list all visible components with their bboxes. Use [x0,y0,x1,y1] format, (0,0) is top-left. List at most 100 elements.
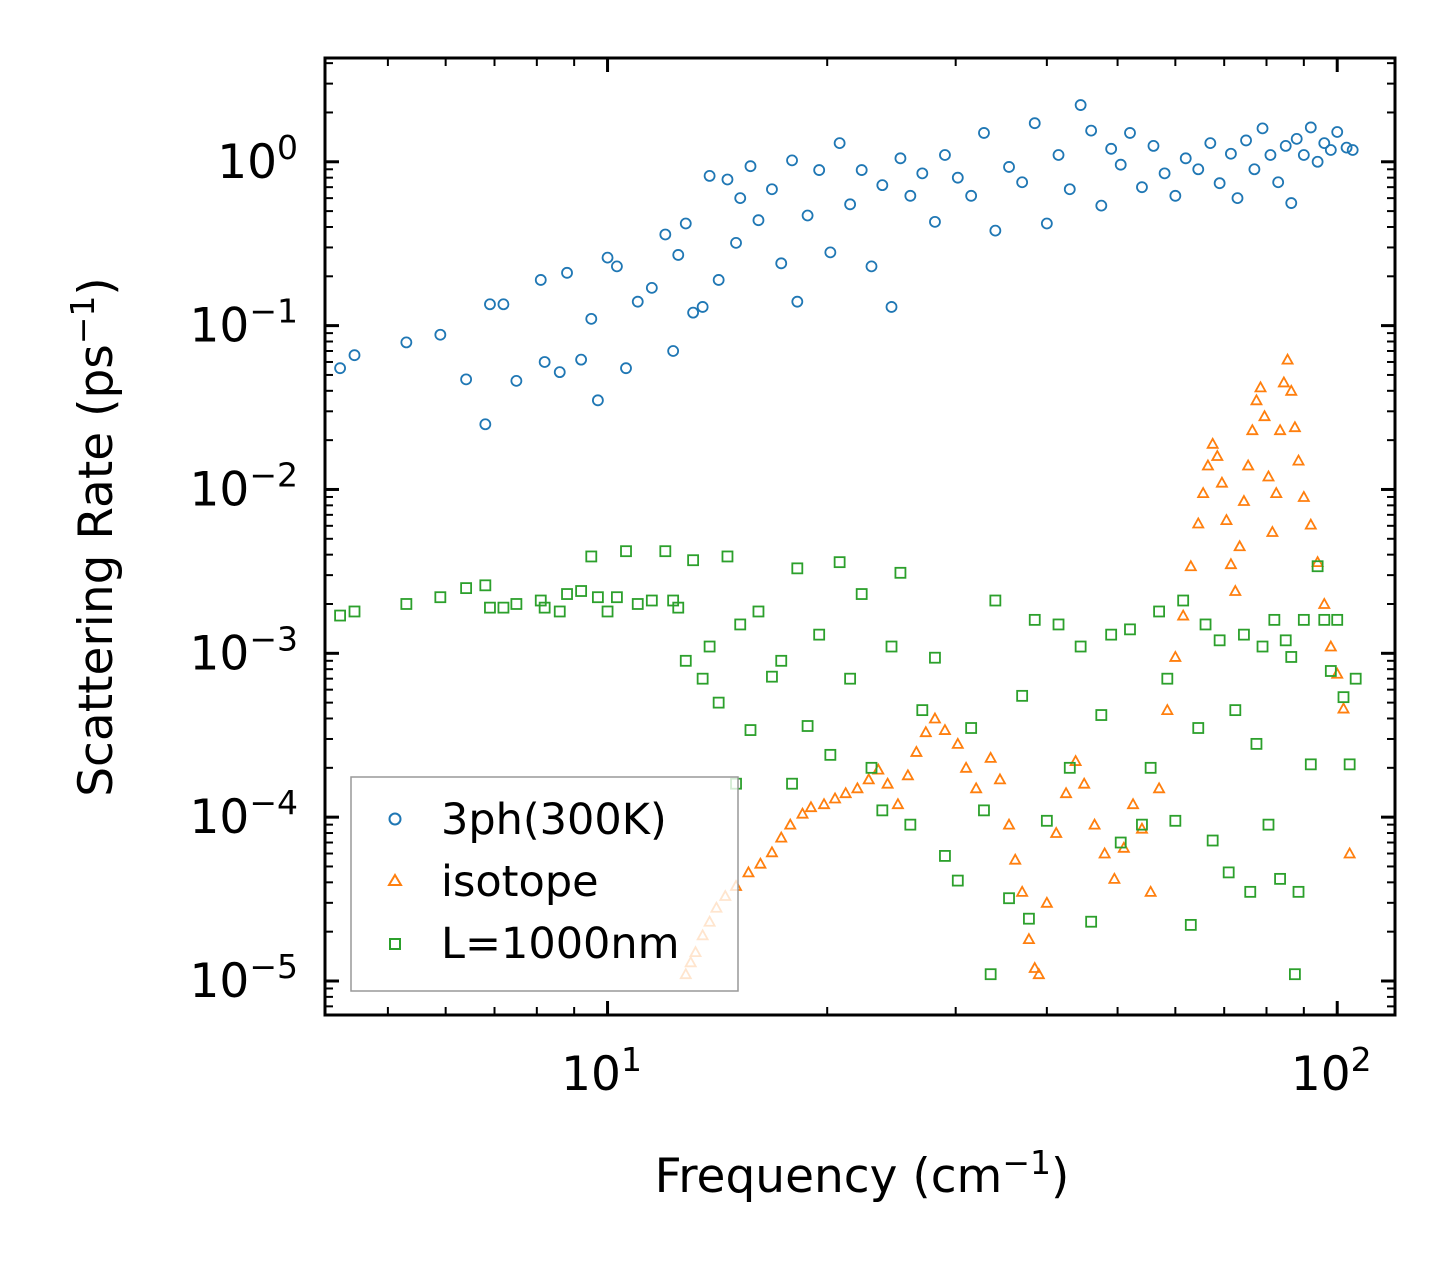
data-point [1248,163,1261,176]
data-point [1124,127,1136,139]
data-point [1206,834,1219,847]
data-point [1213,634,1226,647]
data-point [687,306,700,319]
data-point [801,720,814,732]
data-point [1032,967,1046,980]
data-point [1028,961,1042,973]
data-point [744,160,757,173]
data-point [855,588,868,600]
data-point [1297,613,1310,626]
data-point [1124,623,1136,636]
data-point [876,804,889,817]
data-point [1003,892,1015,905]
legend: 3ph(300K) isotope L=1000nm [350,776,739,992]
data-point [1330,666,1344,679]
data-point [679,217,692,230]
data-point [753,856,767,869]
x-tick-label: 101 [561,1040,642,1102]
data-point [553,366,566,379]
data-point [1088,817,1102,830]
data-point [909,745,923,757]
legend-item-3ph: 3ph(300K) [388,795,667,845]
data-point [1324,665,1337,677]
data-point [783,817,797,830]
data-point [1184,559,1198,572]
data-point [1059,786,1073,799]
data-point [1290,132,1303,145]
data-point [1095,709,1108,721]
data-point [775,654,788,667]
data-point [1147,140,1160,152]
data-point [696,672,709,685]
data-point [1135,821,1149,834]
legend-item-l1000nm: L=1000nm [389,919,680,969]
data-point [1192,722,1205,734]
data-point [1028,613,1041,626]
data-point [497,601,510,614]
data-point [1107,872,1121,884]
data-point [978,804,990,817]
legend-label: isotope [441,857,599,907]
data-points [334,99,1362,981]
data-point [885,301,898,313]
data-point [1249,393,1263,406]
data-point [1285,197,1298,209]
data-point [1022,932,1036,945]
data-point [916,704,929,717]
y-tick-label: 10−5 [190,947,298,1009]
data-point [1184,918,1197,931]
data-point [1343,846,1357,859]
data-point [479,579,492,592]
data-point [1265,525,1279,537]
data-point [744,724,757,736]
data-point [969,781,983,794]
data-point [1331,126,1344,138]
data-point [1161,672,1174,685]
y-tick-label: 10−4 [190,783,298,845]
data-point [575,353,588,366]
data-point [1126,797,1140,810]
data-point [712,274,725,286]
data-point [1240,134,1252,147]
data-point [631,295,644,308]
x-tick-label: 102 [1291,1040,1372,1102]
data-point [434,591,447,604]
data-point [1337,691,1350,704]
data-point [538,601,551,614]
y-tick-labels: 100 10−1 10−2 10−3 10−4 10−5 [190,128,298,1009]
data-point [1272,176,1285,189]
data-point [1206,436,1220,449]
data-point [833,137,846,150]
data-point [993,772,1007,785]
data-point [978,127,990,139]
data-point [1238,628,1250,641]
data-point [951,874,964,887]
data-point [479,418,492,431]
data-point [1052,618,1065,631]
data-point [775,257,788,270]
data-point [672,601,685,614]
data-point [1304,517,1318,530]
plot-border [323,56,1397,1017]
data-point [1040,895,1054,908]
data-point [929,651,941,664]
data-point [1285,651,1298,663]
y-axis-label: Scattering Rate (ps−1) [63,277,124,797]
data-point [1289,968,1301,981]
data-point [1201,458,1215,471]
legend-marker-triangle-icon [387,873,403,886]
data-point [791,562,804,575]
data-point [1279,634,1292,647]
data-point [1114,158,1127,171]
x-tick-labels: 101 102 [561,1040,1371,1102]
data-point [334,609,346,622]
data-point [1015,884,1029,897]
data-point [801,209,814,222]
data-point [844,672,857,685]
data-point [721,550,734,563]
data-point [786,154,798,167]
data-point [833,556,846,569]
data-point [839,786,853,799]
y-tick-label: 10−3 [190,619,298,681]
